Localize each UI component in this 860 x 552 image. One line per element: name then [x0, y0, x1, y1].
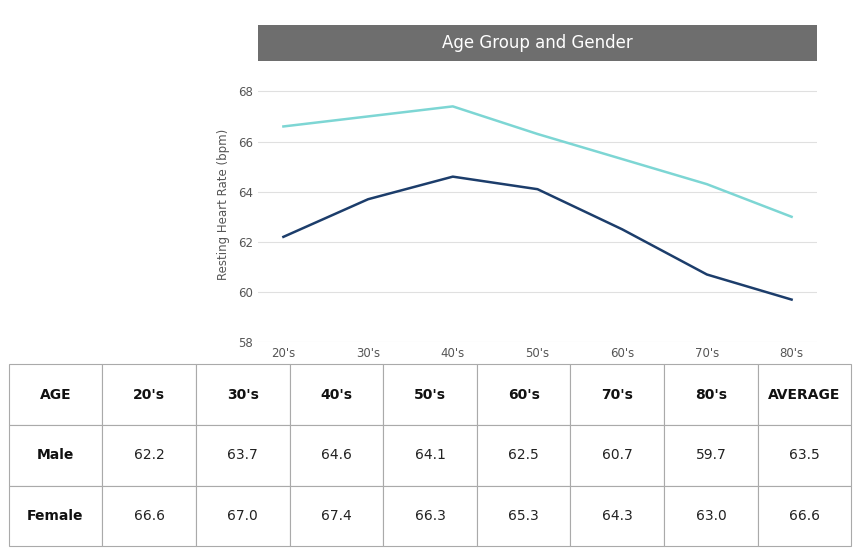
Text: Age Group and Gender: Age Group and Gender [442, 34, 633, 52]
Legend: Female, Male: Female, Male [461, 426, 614, 449]
Y-axis label: Resting Heart Rate (bpm): Resting Heart Rate (bpm) [217, 129, 230, 280]
X-axis label: Age Group: Age Group [507, 365, 568, 379]
